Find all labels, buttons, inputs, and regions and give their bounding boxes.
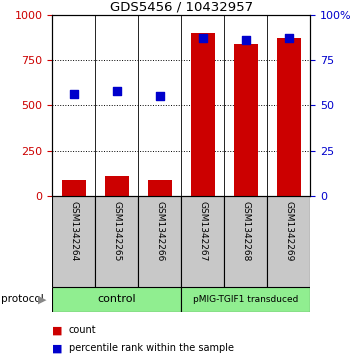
Bar bbox=[138, 196, 181, 287]
Bar bbox=[181, 196, 225, 287]
Bar bbox=[277, 38, 301, 196]
Point bbox=[200, 35, 206, 41]
Text: GSM1342264: GSM1342264 bbox=[69, 200, 78, 261]
Text: GSM1342265: GSM1342265 bbox=[112, 200, 121, 261]
Text: pMIG-TGIF1 transduced: pMIG-TGIF1 transduced bbox=[193, 295, 299, 304]
Text: GSM1342267: GSM1342267 bbox=[199, 200, 208, 261]
Text: count: count bbox=[69, 325, 96, 335]
Text: ▶: ▶ bbox=[38, 294, 47, 305]
Bar bbox=[52, 196, 95, 287]
Point bbox=[157, 93, 163, 99]
Text: GSM1342268: GSM1342268 bbox=[242, 200, 251, 261]
Point bbox=[286, 35, 292, 41]
Bar bbox=[268, 196, 310, 287]
Bar bbox=[191, 33, 215, 196]
Text: ■: ■ bbox=[52, 343, 63, 354]
Bar bbox=[181, 287, 310, 312]
Text: GSM1342266: GSM1342266 bbox=[155, 200, 164, 261]
Text: protocol: protocol bbox=[1, 294, 43, 305]
Text: percentile rank within the sample: percentile rank within the sample bbox=[69, 343, 234, 354]
Text: ■: ■ bbox=[52, 325, 63, 335]
Bar bbox=[105, 176, 129, 196]
Bar bbox=[234, 44, 258, 196]
Bar bbox=[52, 287, 182, 312]
Bar bbox=[62, 180, 86, 196]
Bar bbox=[225, 196, 268, 287]
Point bbox=[71, 91, 77, 97]
Point bbox=[114, 88, 120, 94]
Point bbox=[243, 37, 249, 43]
Bar bbox=[95, 196, 138, 287]
Text: control: control bbox=[97, 294, 136, 305]
Bar bbox=[148, 180, 172, 196]
Title: GDS5456 / 10432957: GDS5456 / 10432957 bbox=[110, 0, 253, 13]
Text: GSM1342269: GSM1342269 bbox=[284, 200, 293, 261]
